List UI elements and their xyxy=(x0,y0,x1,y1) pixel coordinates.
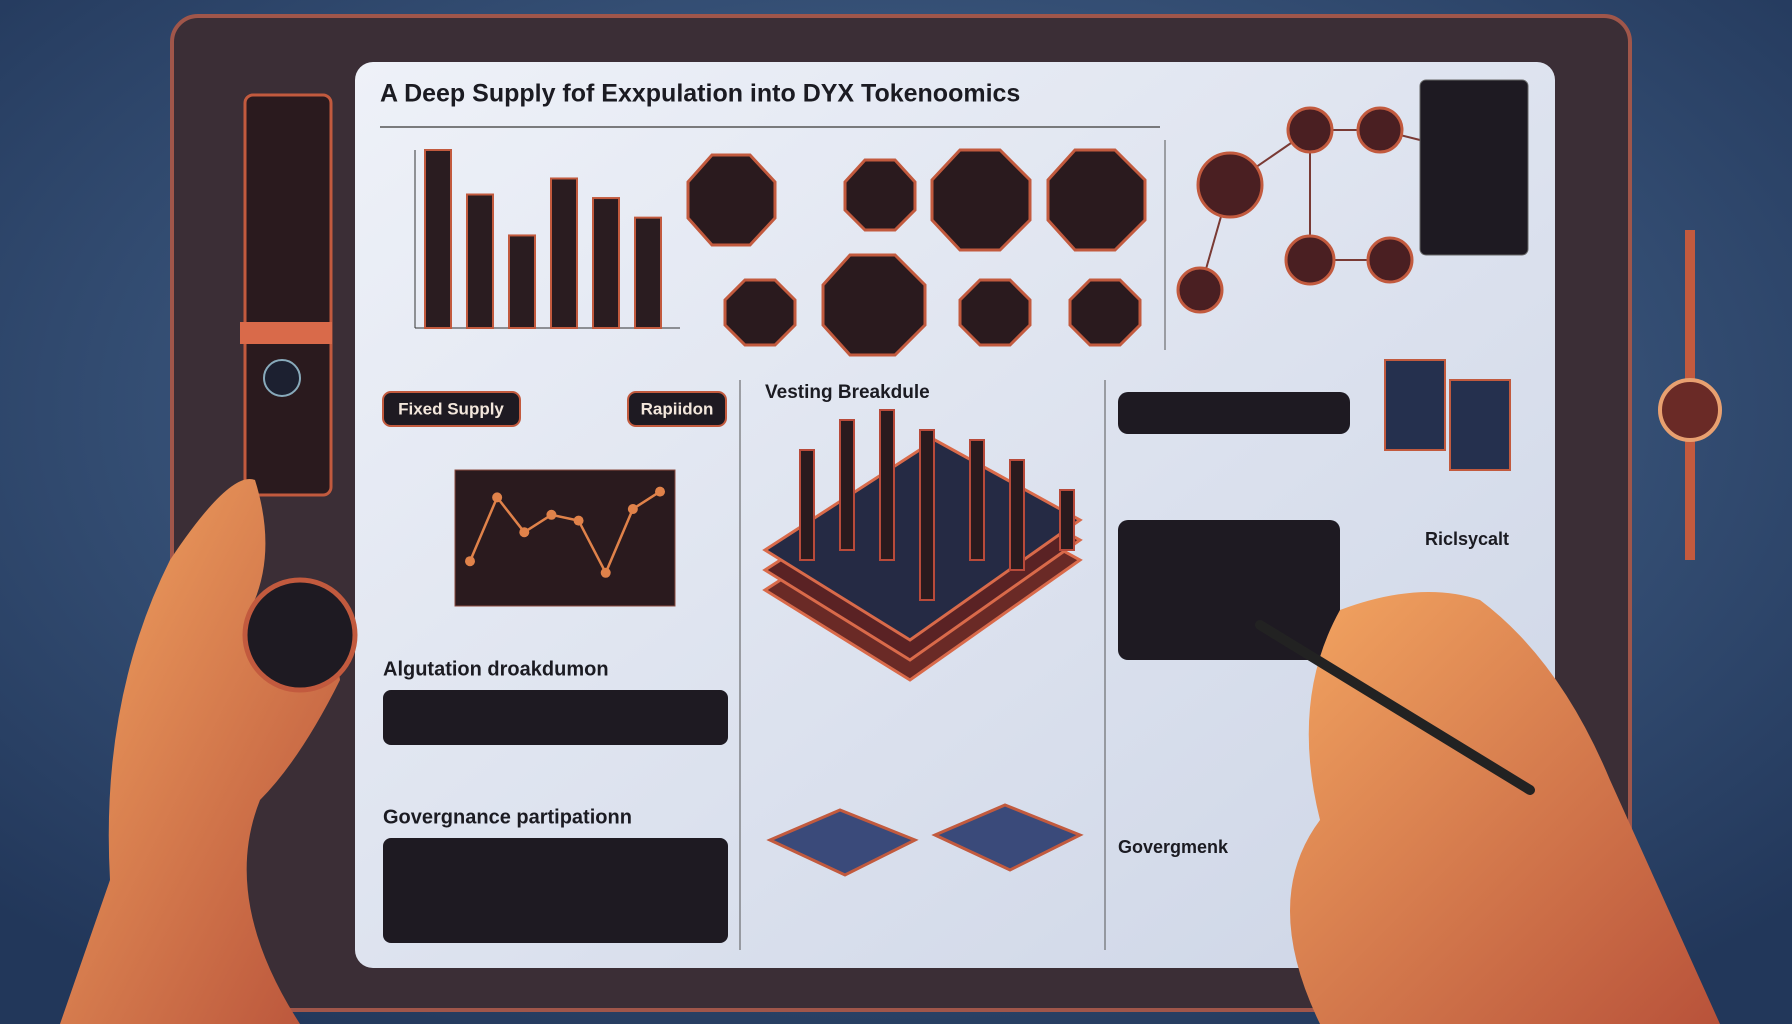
bar xyxy=(592,197,620,329)
price-line xyxy=(468,490,661,576)
price-point xyxy=(655,486,665,497)
price-point xyxy=(627,504,638,514)
sidebar-icon xyxy=(263,359,301,397)
allocation-panel xyxy=(383,690,728,745)
bar xyxy=(550,177,578,329)
coin xyxy=(723,278,797,347)
gear-panel xyxy=(1118,392,1350,434)
left-hand xyxy=(60,479,340,1024)
price-point xyxy=(465,556,475,567)
price-point xyxy=(546,509,557,520)
supply-chart xyxy=(414,149,680,329)
section-heading: Govergmenk xyxy=(1118,837,1229,857)
governance-panel xyxy=(383,838,728,943)
stylus xyxy=(1255,620,1535,795)
coin xyxy=(686,153,777,247)
section-heading: Algutation droakdumon xyxy=(383,658,609,680)
key-decoration xyxy=(1658,230,1722,560)
network xyxy=(1176,106,1421,314)
tag-label: Rapiidon xyxy=(641,399,714,418)
coin-in-hand xyxy=(242,577,358,693)
price-point xyxy=(519,527,530,538)
tag xyxy=(382,391,521,427)
price-chart-plot xyxy=(465,486,665,578)
sidebar-tab xyxy=(240,322,332,344)
vesting-diagram xyxy=(762,409,1084,877)
info-card xyxy=(1419,79,1529,256)
bar xyxy=(634,216,662,329)
coin xyxy=(1068,278,1142,347)
token-stacks xyxy=(1384,359,1511,471)
coin xyxy=(958,278,1032,347)
bar xyxy=(508,234,536,329)
coin xyxy=(843,158,917,232)
bar xyxy=(466,193,494,329)
price-point xyxy=(492,492,503,503)
section-heading: Riclsycalt xyxy=(1425,529,1509,549)
sidebar xyxy=(243,93,333,497)
token-coins xyxy=(686,148,1147,357)
price-chart xyxy=(454,469,676,607)
price-point xyxy=(573,515,584,526)
price-point xyxy=(600,567,611,578)
risk-panel xyxy=(1118,520,1340,660)
section-heading: Govergnance partipationn xyxy=(383,806,632,828)
coin xyxy=(821,253,927,357)
tag xyxy=(627,391,727,427)
coin xyxy=(930,148,1032,252)
coin xyxy=(1046,148,1147,252)
section-heading: Vesting Breakdule xyxy=(765,382,930,403)
bar xyxy=(424,149,452,329)
tag-label: Fixed Supply xyxy=(398,399,504,418)
page-title: A Deep Supply fof Exxpulation into DYX T… xyxy=(380,80,1020,108)
right-hand xyxy=(1290,592,1720,1024)
